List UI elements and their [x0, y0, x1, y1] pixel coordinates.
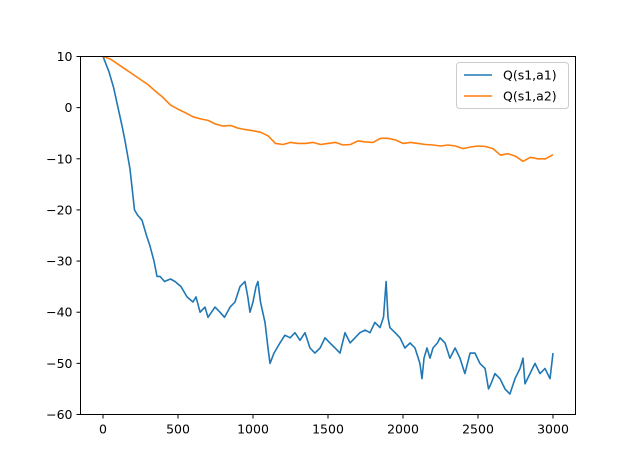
x-tick-label: 1000	[237, 422, 269, 437]
x-tick-label: 2500	[462, 422, 494, 437]
x-tick-label: 500	[166, 422, 190, 437]
y-axis: 10 0 −10 −20 −30 −40 −50 −60	[46, 49, 81, 422]
legend-box	[456, 62, 569, 109]
y-tick-label: −20	[46, 202, 72, 217]
y-tick-label: −30	[46, 254, 72, 269]
plot-lines	[102, 55, 554, 395]
legend-label-q-s1-a1: Q(s1,a1)	[503, 68, 557, 83]
y-tick-label: 0	[65, 100, 73, 115]
y-tick-label: −40	[46, 305, 72, 320]
plot-area-frame	[80, 56, 576, 415]
series-line-1	[102, 55, 554, 163]
y-tick-label: −60	[46, 407, 72, 422]
legend-label-q-s1-a2: Q(s1,a2)	[503, 89, 557, 104]
y-tick-label: −50	[46, 356, 72, 371]
y-tick-label: −10	[46, 151, 72, 166]
x-tick-label: 3000	[537, 422, 569, 437]
y-tick-label: 10	[57, 49, 73, 64]
x-axis: 0 500 1000 1500 2000 2500 3000	[99, 414, 569, 437]
x-tick-label: 0	[99, 422, 107, 437]
x-tick-label: 1500	[312, 422, 344, 437]
x-tick-label: 2000	[387, 422, 419, 437]
series-line-0	[102, 56, 554, 395]
legend: Q(s1,a1) Q(s1,a2)	[456, 62, 569, 109]
